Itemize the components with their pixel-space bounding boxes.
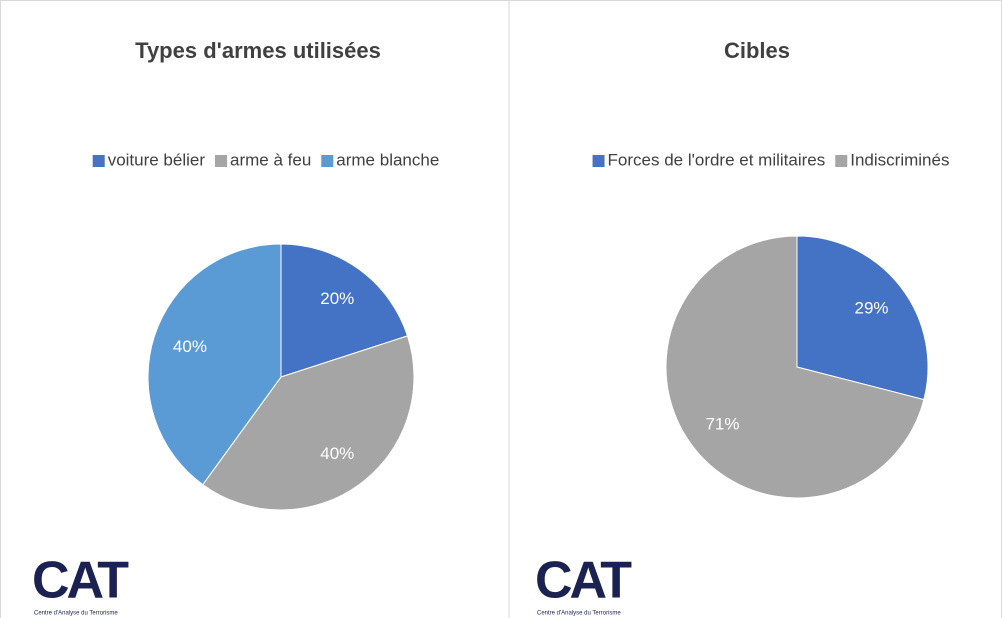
data-label: 40%: [173, 337, 207, 356]
logo-subtitle: Centre d'Analyse du Terrorisme: [537, 611, 621, 617]
legend-label: Indiscriminés: [850, 150, 949, 169]
pie-slice: [796, 235, 929, 401]
data-label: 71%: [705, 414, 739, 433]
pie-slice: [147, 243, 282, 486]
legend-swatch: [835, 155, 848, 167]
legend-label: arme à feu: [230, 150, 311, 169]
pie-slice: [280, 243, 409, 378]
legend-swatch: [321, 155, 334, 167]
logo: CAT: [32, 552, 129, 610]
legend-label: arme blanche: [336, 150, 439, 169]
data-label: 29%: [855, 299, 889, 318]
chart-title: Cibles: [724, 38, 790, 63]
logo: CAT: [535, 552, 632, 610]
data-label: 20%: [320, 289, 354, 308]
pie-slice: [202, 335, 415, 511]
chart-title: Types d'armes utilisées: [135, 38, 381, 63]
data-label: 40%: [320, 444, 354, 463]
legend-label: voiture bélier: [108, 150, 206, 169]
legend-swatch: [215, 155, 228, 167]
legend-swatch: [592, 155, 605, 167]
pie-slice: [665, 235, 925, 499]
logo-subtitle: Centre d'Analyse du Terrorisme: [34, 611, 118, 617]
legend-swatch: [92, 155, 105, 167]
legend-label: Forces de l'ordre et militaires: [608, 150, 826, 169]
